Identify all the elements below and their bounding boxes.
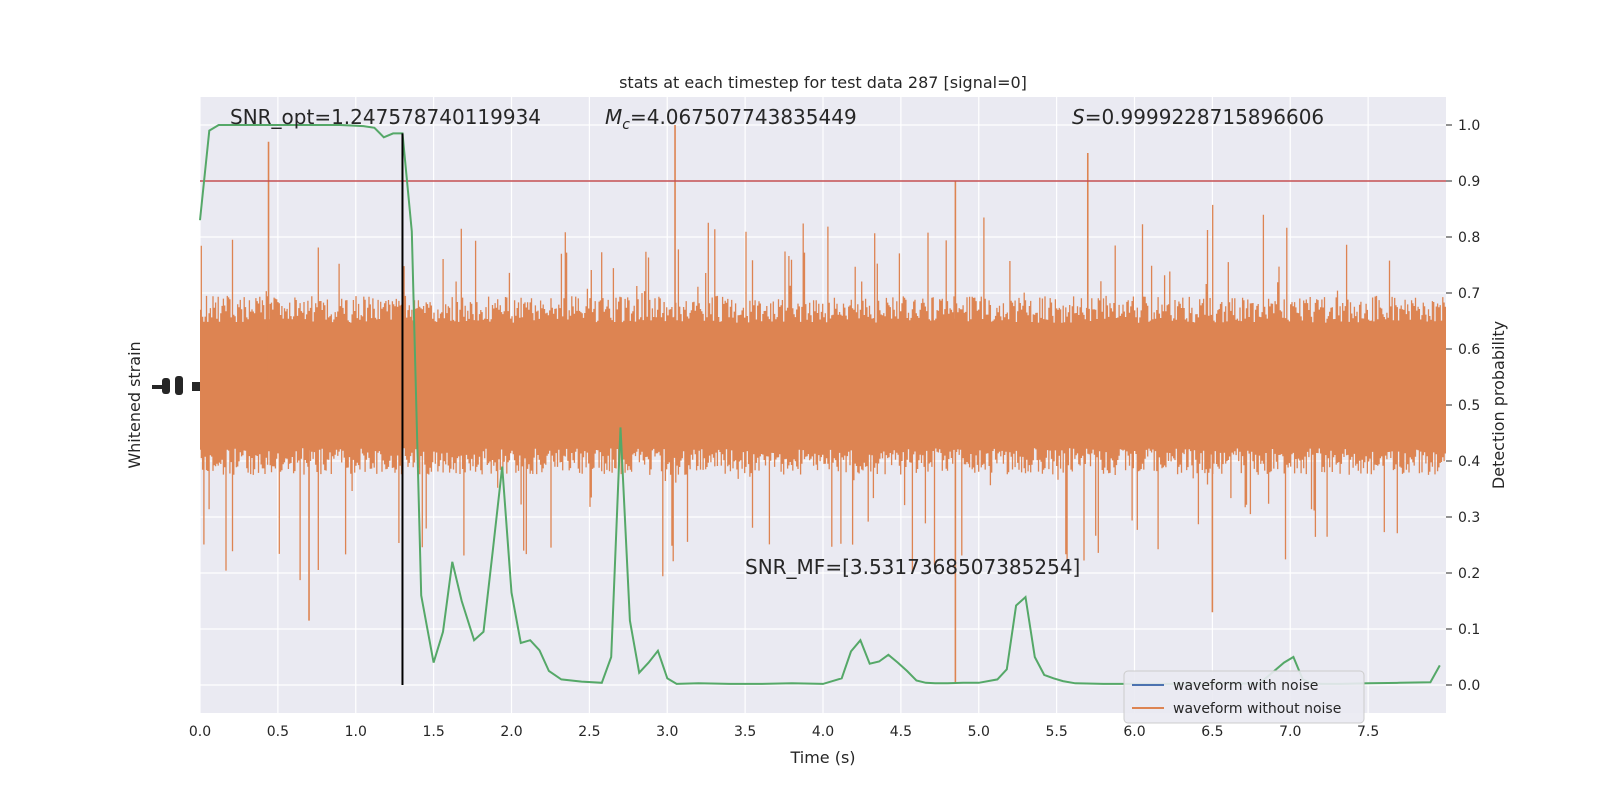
y-tick-label: 0.3 xyxy=(1458,510,1480,526)
chirp-mass-annotation: Mc=4.067507743835449 xyxy=(605,105,857,133)
snr-opt-annotation: SNR_opt=1.247578740119934 xyxy=(230,105,541,129)
legend: waveform with noise waveform without noi… xyxy=(1123,670,1365,724)
y-tick-label: 0.9 xyxy=(1458,174,1480,190)
x-tick-label: 3.5 xyxy=(734,724,756,740)
x-tick-label: 7.0 xyxy=(1279,724,1301,740)
x-tick-label: 6.0 xyxy=(1123,724,1145,740)
waveform-without-noise-series xyxy=(200,125,1446,683)
legend-box xyxy=(1123,670,1365,724)
y-tick-label: 0.7 xyxy=(1458,286,1480,302)
x-tick-label: 5.0 xyxy=(968,724,990,740)
y-tick-label: 0.4 xyxy=(1458,454,1480,470)
x-axis-label: Time (s) xyxy=(789,748,855,767)
y-right-axis-ticks: 0.0 0.1 0.2 0.3 0.4 0.5 0.6 0.7 0.8 0.9 1.0 xyxy=(1446,118,1480,694)
x-tick-label: 1.0 xyxy=(345,724,367,740)
y-right-axis-label: Detection probability xyxy=(1489,321,1508,489)
left-axis-collapsed-ticks xyxy=(152,376,200,395)
x-tick-label: 4.0 xyxy=(812,724,834,740)
y-tick-label: 0.6 xyxy=(1458,342,1480,358)
s-annotation: S=0.9999228715896606 xyxy=(1072,105,1324,129)
x-tick-label: 4.5 xyxy=(890,724,912,740)
y-tick-label: 1.0 xyxy=(1458,118,1480,134)
y-left-axis-label: Whitened strain xyxy=(125,341,144,468)
legend-label-waveform-without-noise: waveform without noise xyxy=(1173,701,1341,717)
x-tick-label: 1.5 xyxy=(422,724,444,740)
x-tick-label: 0.0 xyxy=(189,724,211,740)
legend-label-waveform-with-noise: waveform with noise xyxy=(1173,678,1318,694)
x-tick-label: 7.5 xyxy=(1357,724,1379,740)
x-tick-label: 2.0 xyxy=(500,724,522,740)
x-axis-ticks: 0.0 0.5 1.0 1.5 2.0 2.5 3.0 3.5 4.0 4.5 5.0 5.5 6.0 6… xyxy=(189,724,1379,740)
noise-strokes xyxy=(200,204,1446,581)
y-tick-label: 0.0 xyxy=(1458,678,1480,694)
snr-mf-annotation: SNR_MF=[3.5317368507385254] xyxy=(745,555,1080,579)
y-tick-label: 0.2 xyxy=(1458,566,1480,582)
y-tick-label: 0.8 xyxy=(1458,230,1480,246)
x-tick-label: 2.5 xyxy=(578,724,600,740)
y-tick-label: 0.1 xyxy=(1458,622,1480,638)
x-tick-label: 6.5 xyxy=(1201,724,1223,740)
chart-title: stats at each timestep for test data 287… xyxy=(619,73,1027,92)
x-tick-label: 3.0 xyxy=(656,724,678,740)
y-tick-label: 0.5 xyxy=(1458,398,1480,414)
x-tick-label: 0.5 xyxy=(267,724,289,740)
x-tick-label: 5.5 xyxy=(1045,724,1067,740)
